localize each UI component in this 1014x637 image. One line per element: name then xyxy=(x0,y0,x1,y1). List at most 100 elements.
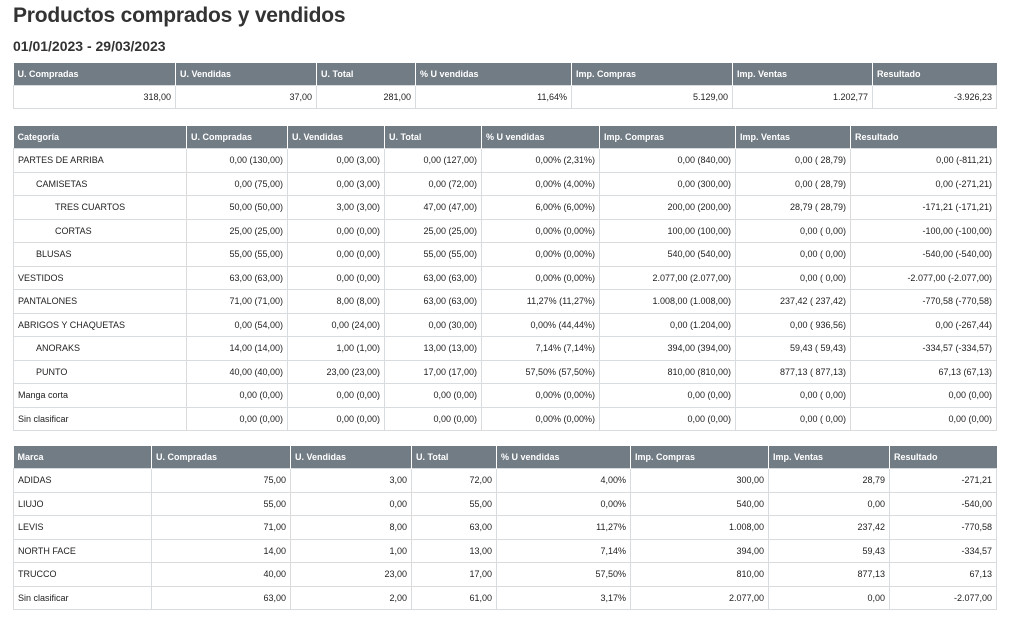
summary-cell: 37,00 xyxy=(175,85,317,109)
column-header: Imp. Compras xyxy=(630,446,769,469)
category-label: TRES CUARTOS xyxy=(13,195,187,220)
table-cell: 63,00 (63,00) xyxy=(384,289,482,314)
summary-table: U. Compradas U. Vendidas U. Total% U vendi… xyxy=(13,63,997,109)
table-cell: 23,00 (23,00) xyxy=(287,359,385,384)
table-cell: -540,00 xyxy=(889,491,997,516)
table-cell: 0,00 (1.204,00) xyxy=(599,312,736,337)
table-cell: 0,00 (3,00) xyxy=(287,171,385,196)
table-cell: 237,42 ( 237,42) xyxy=(735,289,851,314)
table-cell: 17,00 (17,00) xyxy=(384,359,482,384)
summary-cell: -3.926,23 xyxy=(872,85,997,109)
table-cell: 8,00 (8,00) xyxy=(287,289,385,314)
table-cell: -2.077,00 (-2.077,00) xyxy=(850,265,997,290)
table-cell: 394,00 (394,00) xyxy=(599,336,736,361)
summary-row: 318,00 37,00 281,00 11,64% 5.129,00 1.202,77-… xyxy=(13,85,997,109)
table-cell: 4,00% xyxy=(496,468,631,493)
table-cell: 0,00 (0,00) xyxy=(287,383,385,408)
table-cell: 55,00 (55,00) xyxy=(186,242,288,267)
category-label: CORTAS xyxy=(13,218,187,243)
column-header: Resultado xyxy=(850,126,997,149)
table-cell: 55,00 xyxy=(411,491,497,516)
table-cell: -540,00 (-540,00) xyxy=(850,242,997,267)
column-header: U. Vendidas xyxy=(287,126,385,149)
table-cell: 0,00 (0,00) xyxy=(599,406,736,431)
table-cell: 11,27% xyxy=(496,515,631,540)
table-cell: 0,00% (0,00%) xyxy=(481,406,600,431)
table-cell: -770,58 xyxy=(889,515,997,540)
table-row: Sin clasificar 0,00 (0,00) 0,00 (0,00) 0,00… xyxy=(13,406,997,431)
summary-cell: 5.129,00 xyxy=(571,85,733,109)
column-header: Imp. Compras xyxy=(571,63,733,86)
table-cell: 0,00 (-811,21) xyxy=(850,148,997,173)
table-cell: 0,00 (-271,21) xyxy=(850,171,997,196)
table-cell: 0,00% xyxy=(496,491,631,516)
table-cell: 540,00 (540,00) xyxy=(599,242,736,267)
table-cell: 0,00 (0,00) xyxy=(850,406,997,431)
table-cell: 0,00 (0,00) xyxy=(287,265,385,290)
table-cell: 13,00 xyxy=(411,538,497,563)
table-cell: 0,00% (0,00%) xyxy=(481,242,600,267)
column-header: U. Compradas xyxy=(186,126,288,149)
category-label: Manga corta xyxy=(13,383,187,408)
table-cell: 57,50% (57,50%) xyxy=(481,359,600,384)
category-label: PARTES DE ARRIBA xyxy=(13,148,187,173)
table-cell: 63,00 xyxy=(411,515,497,540)
table-cell: 0,00 xyxy=(290,491,412,516)
table-cell: 3,00 xyxy=(290,468,412,493)
table-cell: 0,00 (0,00) xyxy=(384,383,482,408)
column-header: U. Compradas xyxy=(151,446,291,469)
table-row: ANORAKS 14,00 (14,00) 1,00 (1,00) 13,00 (13… xyxy=(13,336,997,361)
table-row: Manga corta 0,00 (0,00) 0,00 (0,00) 0,00 (0… xyxy=(13,383,997,408)
category-label: ANORAKS xyxy=(13,336,187,361)
table-cell: 11,27% (11,27%) xyxy=(481,289,600,314)
table-cell: 0,00 (0,00) xyxy=(287,406,385,431)
table-cell: 59,43 xyxy=(768,538,890,563)
brand-label: TRUCCO xyxy=(13,562,152,587)
column-header: Imp. Ventas xyxy=(732,63,873,86)
table-cell: 0,00 xyxy=(768,585,890,610)
table-cell: 0,00 (0,00) xyxy=(384,406,482,431)
table-cell: 7,14% xyxy=(496,538,631,563)
table-row: LIUJO 55,00 0,00 55,00 0,00% 540,00 0,00 -540,0… xyxy=(13,491,997,516)
brand-header-row: Marca U. Compradas U. Vendidas U. Total% U … xyxy=(13,446,997,469)
table-cell: 14,00 xyxy=(151,538,291,563)
table-cell: 67,13 (67,13) xyxy=(850,359,997,384)
column-header: U. Total xyxy=(316,63,416,86)
table-cell: 0,00% (4,00%) xyxy=(481,171,600,196)
table-cell: 8,00 xyxy=(290,515,412,540)
date-range: 01/01/2023 - 29/03/2023 xyxy=(13,38,166,54)
table-cell: -334,57 xyxy=(889,538,997,563)
table-cell: 3,17% xyxy=(496,585,631,610)
table-row: ADIDAS 75,00 3,00 72,00 4,00% 300,00 28,79 -271… xyxy=(13,468,997,493)
table-cell: 0,00 (-267,44) xyxy=(850,312,997,337)
table-cell: 25,00 (25,00) xyxy=(186,218,288,243)
table-cell: 67,13 xyxy=(889,562,997,587)
table-cell: 0,00 (72,00) xyxy=(384,171,482,196)
table-cell: 0,00 xyxy=(768,491,890,516)
table-cell: 0,00 (130,00) xyxy=(186,148,288,173)
table-cell: 0,00 (300,00) xyxy=(599,171,736,196)
table-cell: 0,00% (0,00%) xyxy=(481,383,600,408)
column-header: Imp. Compras xyxy=(599,126,736,149)
brand-label: LEVIS xyxy=(13,515,152,540)
table-row: TRES CUARTOS 50,00 (50,00) 3,00 (3,00) 47,0… xyxy=(13,195,997,220)
table-row: PANTALONES 71,00 (71,00) 8,00 (8,00) 63,00 … xyxy=(13,289,997,314)
table-cell: 0,00 (0,00) xyxy=(186,383,288,408)
table-cell: 1.008,00 (1.008,00) xyxy=(599,289,736,314)
table-cell: 200,00 (200,00) xyxy=(599,195,736,220)
summary-cell: 1.202,77 xyxy=(732,85,873,109)
table-cell: 0,00 ( 0,00) xyxy=(735,406,851,431)
table-cell: 100,00 (100,00) xyxy=(599,218,736,243)
table-cell: 6,00% (6,00%) xyxy=(481,195,600,220)
column-header: % U vendidas xyxy=(415,63,572,86)
table-cell: 63,00 (63,00) xyxy=(384,265,482,290)
table-cell: 13,00 (13,00) xyxy=(384,336,482,361)
table-cell: -271,21 xyxy=(889,468,997,493)
table-cell: 71,00 (71,00) xyxy=(186,289,288,314)
table-cell: 0,00% (0,00%) xyxy=(481,265,600,290)
column-header: Marca xyxy=(13,446,152,469)
column-header: Imp. Ventas xyxy=(768,446,890,469)
table-cell: -334,57 (-334,57) xyxy=(850,336,997,361)
table-cell: 1,00 (1,00) xyxy=(287,336,385,361)
table-cell: 71,00 xyxy=(151,515,291,540)
